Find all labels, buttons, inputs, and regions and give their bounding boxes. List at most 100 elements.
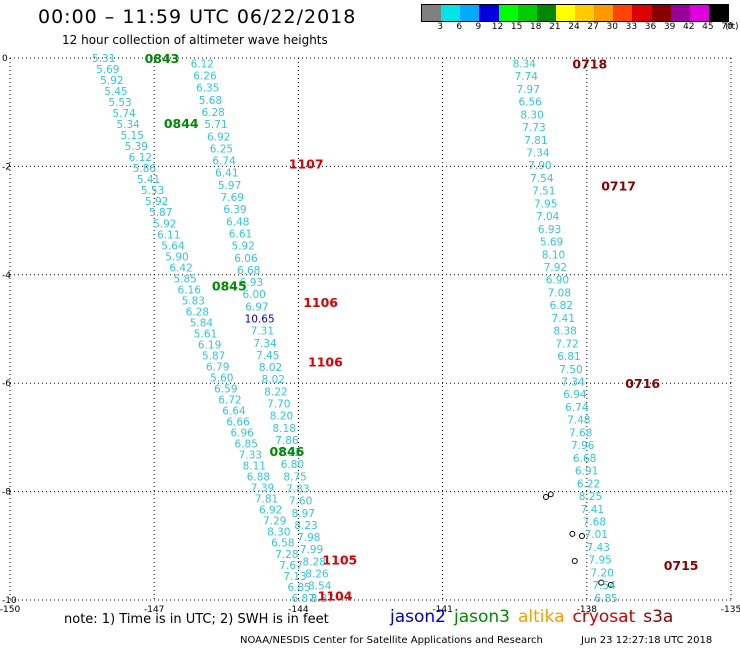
- wave-height-value: 7.29: [263, 516, 286, 528]
- wave-height-value: 7.69: [221, 192, 244, 204]
- wave-height-value: 5.90: [165, 251, 188, 263]
- wave-height-value: 7.95: [588, 555, 611, 567]
- scale-label: 21: [549, 22, 561, 32]
- wave-height-value: 5.69: [96, 64, 119, 76]
- wave-height-value: 6.64: [222, 406, 246, 418]
- wave-height-value: 6.12: [129, 152, 152, 164]
- wave-height-value: 8.20: [270, 411, 293, 423]
- scale-swatch: [689, 5, 709, 21]
- x-tick-label: -135: [721, 605, 740, 615]
- wave-height-value: 8.10: [542, 249, 565, 261]
- wave-height-value: 6.11: [157, 229, 180, 241]
- wave-height-value: 6.56: [518, 97, 542, 109]
- wave-height-value: 6.85: [287, 582, 310, 594]
- wave-height-value: 5.92: [145, 196, 168, 208]
- wave-height-value: 5.60: [210, 372, 233, 384]
- wave-height-value: 5.68: [199, 95, 222, 107]
- wave-height-value: 7.73: [522, 122, 545, 134]
- wave-height-value: 8.34: [513, 58, 537, 70]
- x-tick-label: -144: [288, 605, 309, 615]
- scale-swatch: [422, 5, 442, 21]
- island-outline: [542, 494, 549, 501]
- x-tick-label: -141: [432, 605, 452, 615]
- scale-label: 18: [530, 22, 542, 32]
- wave-height-value: 7.51: [532, 186, 555, 198]
- wave-height-value: 7.13: [283, 571, 306, 583]
- wave-height-value: 8.26: [305, 569, 329, 581]
- wave-height-value: 6.66: [226, 417, 250, 429]
- pass-time-label: 0716: [625, 376, 660, 391]
- wave-height-value: 7.54: [592, 580, 616, 592]
- pass-time-label: 0718: [572, 56, 607, 71]
- wave-height-value: 5.39: [125, 141, 148, 153]
- wave-height-value: 5.69: [540, 237, 563, 249]
- wave-height-value: 7.68: [583, 516, 606, 528]
- pass-time-label: 0715: [664, 558, 699, 573]
- wave-height-value: 6.59: [214, 384, 237, 396]
- scale-label: 70: [721, 22, 733, 32]
- wave-height-value: 6.93: [538, 224, 561, 236]
- scale-swatch: [651, 5, 671, 21]
- wave-height-value: 8.54: [308, 581, 332, 593]
- wave-height-value: 7.96: [571, 440, 595, 452]
- scale-label: 30: [606, 22, 618, 32]
- wave-height-value: 5.92: [232, 241, 255, 253]
- color-scale-labels: 3 6 9 12 15 18 21 24 27 30 33 36 39 42 45 70 (ft): [421, 22, 739, 34]
- scale-label: 33: [625, 22, 638, 32]
- y-tick-label: -2: [2, 162, 11, 172]
- y-tick-label: -10: [2, 596, 17, 606]
- wave-height-value: 7.86: [275, 435, 299, 447]
- wave-height-value: 6.93: [240, 277, 263, 289]
- wave-height-value: 7.33: [239, 450, 262, 462]
- wave-height-value: 6.06: [234, 253, 258, 265]
- wave-height-value: 6.42: [169, 262, 192, 274]
- scale-swatch: [594, 5, 614, 21]
- wave-height-value: 5.53: [108, 97, 131, 109]
- page-subtitle: 12 hour collection of altimeter wave hei…: [62, 33, 328, 47]
- scale-swatch: [632, 5, 652, 21]
- wave-height-value: 6.39: [223, 204, 246, 216]
- wave-height-value: 6.85: [594, 593, 617, 605]
- island-outline: [598, 579, 605, 586]
- wave-height-value: 6.82: [550, 300, 573, 312]
- wave-height-value: 5.92: [153, 218, 176, 230]
- wave-height-value: 6.80: [281, 459, 304, 471]
- scale-swatch: [613, 5, 633, 21]
- wave-height-value: 8.28: [303, 556, 326, 568]
- x-tick-label: -147: [144, 605, 164, 615]
- wave-height-value: 7.41: [581, 504, 604, 516]
- scale-unit: (ft): [725, 22, 739, 32]
- wave-height-value: 5.84: [190, 317, 214, 329]
- wave-height-value: 5.45: [104, 86, 127, 98]
- wave-height-value: 7.67: [279, 560, 302, 572]
- wave-height-value: 8.37: [311, 593, 334, 605]
- satellite-legend: jason2 jason3 altika cryosat s3a: [390, 607, 681, 627]
- wave-height-value: 5.92: [100, 75, 123, 87]
- wave-height-value: 6.96: [230, 428, 254, 440]
- wave-height-value: 7.43: [587, 542, 610, 554]
- wave-height-value: 6.92: [259, 505, 282, 517]
- wave-height-value: 5.53: [141, 185, 164, 197]
- wave-height-value: 7.97: [517, 84, 540, 96]
- wave-height-value: 7.60: [289, 496, 312, 508]
- wave-height-value: 7.34: [561, 377, 585, 389]
- wave-height-value: 7.08: [548, 287, 571, 299]
- wave-height-value: 7.34: [526, 147, 550, 159]
- wave-height-value: 5.31: [92, 53, 115, 65]
- pass-time-label: 1106: [308, 355, 343, 370]
- pass-time-label: 1104: [318, 589, 353, 604]
- wave-height-value: 6.79: [206, 361, 229, 373]
- wave-height-value: 8.97: [292, 508, 315, 520]
- wave-height-value: 8.75: [283, 471, 306, 483]
- wave-height-value: 6.88: [247, 472, 270, 484]
- scale-swatch: [460, 5, 480, 21]
- pass-time-label: 0717: [601, 178, 636, 193]
- scale-label: 9: [475, 22, 482, 32]
- wave-height-value: 5.85: [173, 273, 196, 285]
- wave-height-value: 8.25: [579, 491, 602, 503]
- wave-height-value: 6.68: [237, 265, 260, 277]
- footer-timestamp: Jun 23 12:27:18 UTC 2018: [581, 635, 713, 646]
- wave-height-value: 6.16: [178, 284, 202, 296]
- scale-swatch: [498, 5, 518, 21]
- wave-height-value: 5.97: [218, 180, 241, 192]
